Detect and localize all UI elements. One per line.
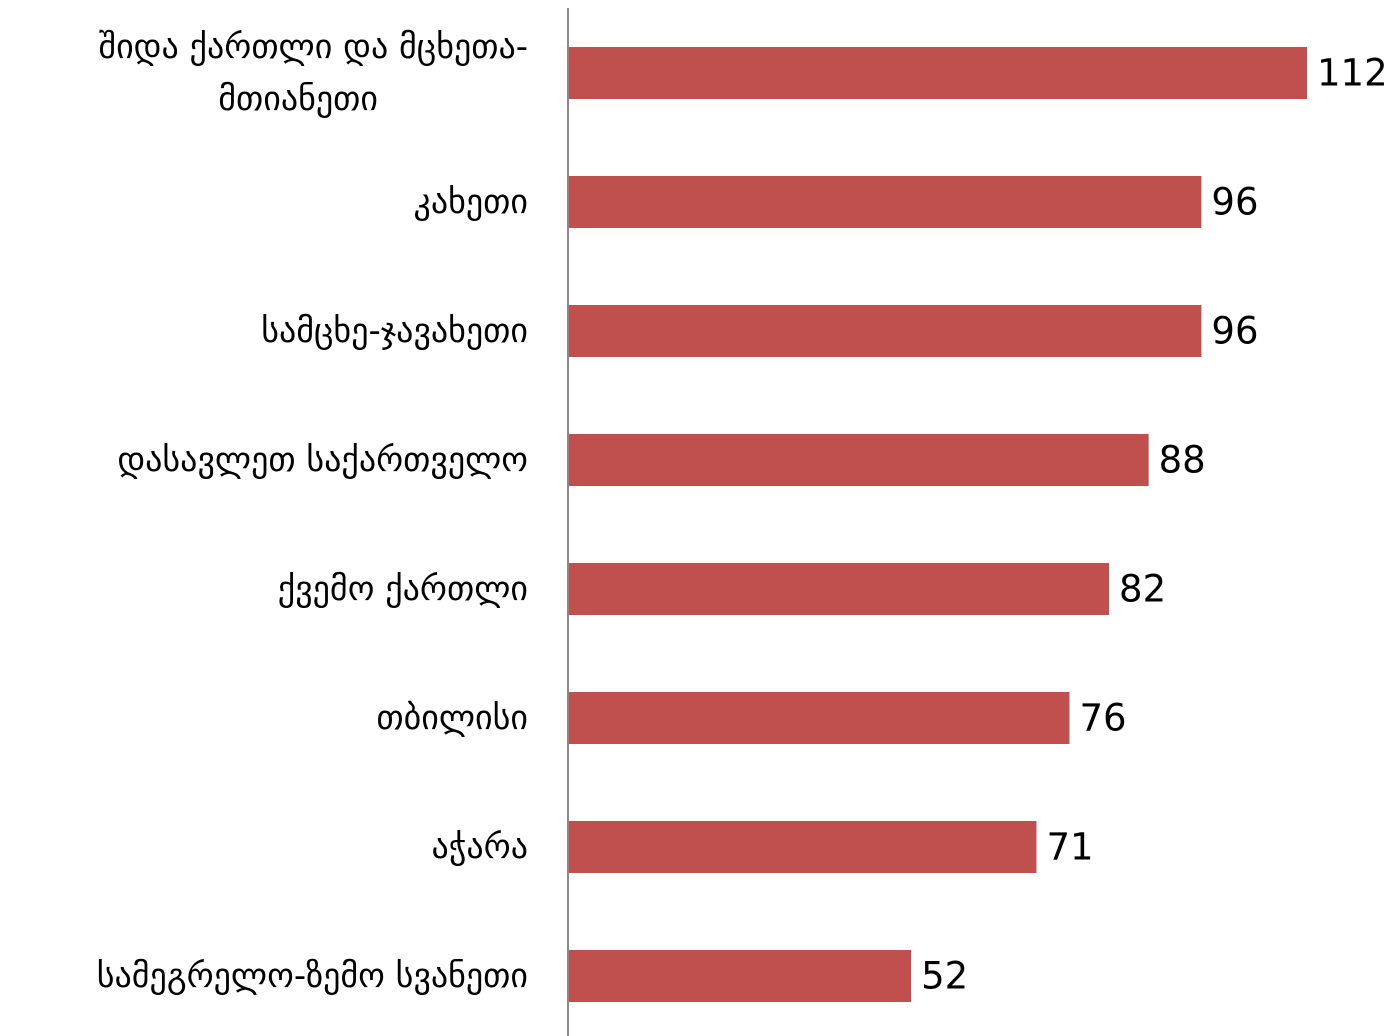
value-labels-group: 112 96 96 88 82 76 71 52 xyxy=(921,52,1386,998)
value-label-3: 96 xyxy=(1211,310,1258,353)
value-label-6: 76 xyxy=(1079,697,1126,740)
bar-1 xyxy=(568,47,1307,99)
bar-6 xyxy=(568,692,1070,744)
category-label-1: შიდა ქართლი და მცხეთა-მთიანეთი xyxy=(98,27,528,119)
bar-2 xyxy=(568,176,1202,228)
value-label-2: 96 xyxy=(1211,181,1258,224)
value-label-1: 112 xyxy=(1317,52,1386,95)
category-label-6: თბილისი xyxy=(376,698,528,738)
category-label-3: სამცხე-ჯავახეთი xyxy=(261,311,528,351)
category-labels-group: შიდა ქართლი და მცხეთა-მთიანეთი კახეთი სამც… xyxy=(97,27,528,996)
bar-7 xyxy=(568,821,1037,873)
category-label-4: დასავლეთ საქართველო xyxy=(117,440,528,480)
category-label-8: სამეგრელო-ზემო სვანეთი xyxy=(97,956,528,996)
value-label-7: 71 xyxy=(1046,826,1093,869)
category-label-7: აჭარა xyxy=(431,827,528,867)
bar-8 xyxy=(568,950,912,1002)
bar-4 xyxy=(568,434,1149,486)
bar-3 xyxy=(568,305,1202,357)
bar-5 xyxy=(568,563,1110,615)
category-label-5: ქვემო ქართლი xyxy=(278,569,528,609)
value-label-8: 52 xyxy=(921,955,968,998)
value-label-5: 82 xyxy=(1119,568,1166,611)
category-label-2: კახეთი xyxy=(414,182,528,222)
bars-group xyxy=(568,47,1307,1002)
value-label-4: 88 xyxy=(1159,439,1206,482)
